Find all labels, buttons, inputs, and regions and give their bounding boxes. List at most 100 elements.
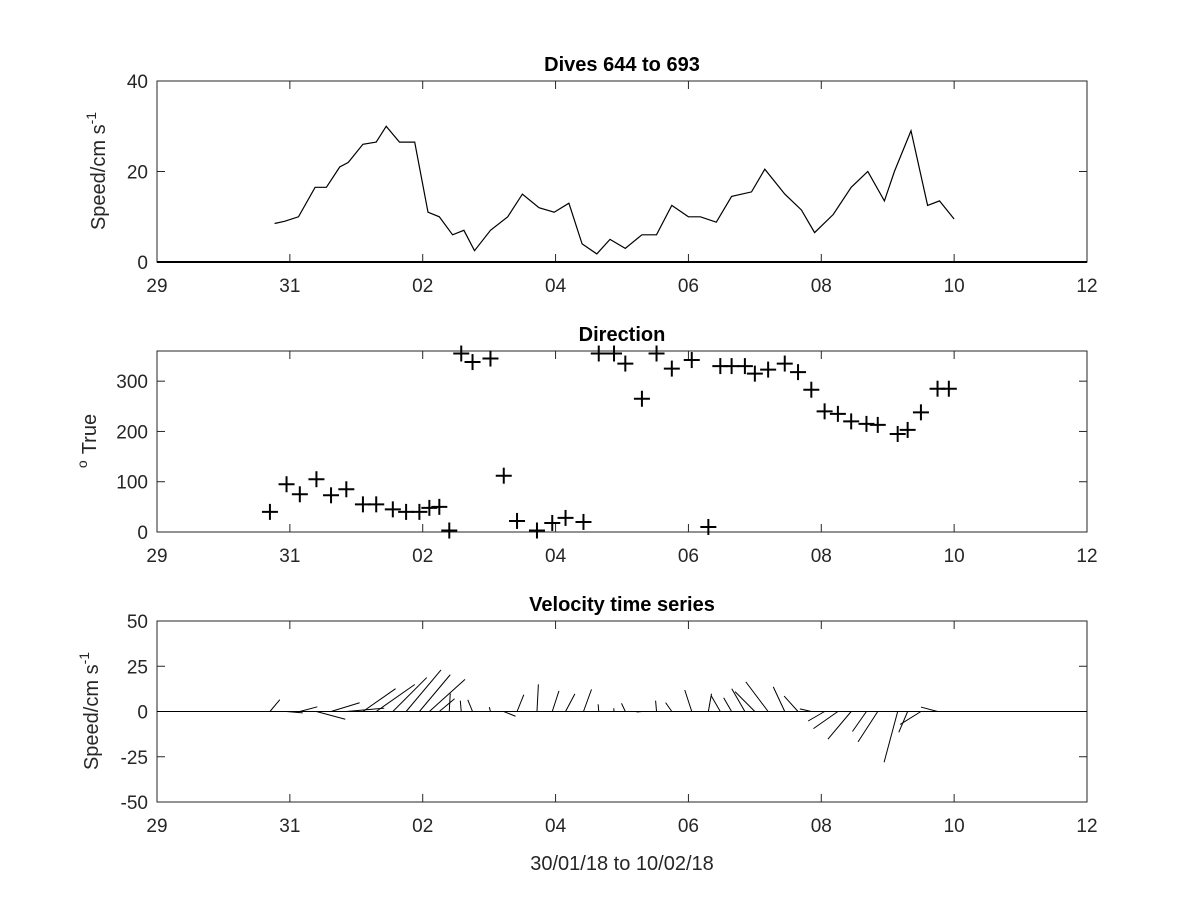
velocity-stick (807, 711, 825, 722)
direction-point (323, 487, 340, 504)
velocity-ylabel: Speed/cm s-1 (76, 652, 103, 770)
direction-point (633, 390, 650, 407)
velocity-stick (799, 708, 812, 712)
velocity-stick (419, 674, 451, 712)
velocity-stick (316, 711, 346, 720)
direction-point (411, 503, 428, 520)
velocity-stick (439, 698, 455, 712)
direction-point (648, 345, 665, 362)
direction-point (421, 499, 438, 516)
velocity-stick (783, 695, 799, 712)
velocity-stick (330, 702, 360, 712)
direction-point (575, 513, 592, 530)
velocity-panel: Velocity time series -50 -25 0 25 50 29 31 02 0… (76, 594, 1098, 875)
velocity-stick (405, 669, 442, 712)
velocity-stick (362, 688, 396, 712)
direction-point (441, 522, 458, 539)
velocity-stick (723, 697, 733, 712)
velocity-title: Velocity time series (529, 594, 715, 616)
x-tick-label: 29 (146, 276, 167, 297)
y-tick-label: 40 (127, 72, 148, 93)
velocity-stick (392, 677, 428, 712)
direction-ylabel-text: True (79, 414, 101, 454)
y-tick-label: 100 (116, 473, 148, 494)
speed-title: Dives 644 to 693 (544, 54, 700, 76)
direction-point (776, 355, 793, 372)
x-tick-label: 04 (545, 276, 567, 297)
x-tick-label: 29 (146, 816, 167, 837)
velocity-stick (583, 689, 592, 712)
x-tick-label: 12 (1076, 276, 1097, 297)
velocity-stick (707, 693, 712, 712)
speed-axes-box (156, 80, 1088, 263)
velocity-stick (731, 688, 746, 712)
x-tick-label: 10 (944, 816, 965, 837)
x-tick-label: 08 (811, 546, 832, 567)
velocity-stick (448, 693, 451, 712)
direction-point (889, 425, 906, 442)
direction-point (803, 381, 820, 398)
y-tick-label: 0 (137, 523, 148, 544)
y-tick-label: 20 (127, 163, 148, 184)
velocity-stick (827, 711, 852, 740)
direction-point (869, 416, 886, 433)
velocity-stick (503, 711, 516, 717)
y-tick-label: -50 (121, 793, 148, 814)
y-tick-label: 200 (116, 422, 148, 443)
direction-point (940, 380, 957, 397)
direction-point (528, 522, 545, 539)
direction-point (495, 467, 512, 484)
velocity-stick (621, 703, 626, 712)
velocity-stick (488, 706, 491, 712)
direction-point (617, 355, 634, 372)
velocity-stick (467, 699, 473, 712)
direction-point (431, 498, 448, 515)
velocity-stick (857, 711, 879, 743)
direction-point (790, 364, 807, 381)
y-tick-label: -25 (121, 748, 148, 769)
direction-point (557, 509, 574, 526)
direction-point (509, 512, 526, 529)
x-tick-label: 02 (412, 546, 433, 567)
velocity-stick (852, 711, 867, 732)
direction-point (843, 413, 860, 430)
direction-point (899, 421, 916, 438)
velocity-stick (459, 700, 462, 712)
y-tick-label: 50 (127, 612, 148, 633)
x-tick-label: 31 (279, 816, 300, 837)
speed-ylabel: Speed/cm s-1 (83, 112, 110, 230)
direction-point (663, 360, 680, 377)
velocity-stick (375, 684, 416, 712)
y-tick-label: 25 (127, 657, 148, 678)
velocity-stick (710, 695, 721, 712)
x-tick-label: 06 (678, 816, 699, 837)
direction-point (736, 358, 753, 375)
direction-point (858, 415, 875, 432)
direction-point (912, 404, 929, 421)
x-tick-label: 12 (1076, 816, 1097, 837)
direction-point (544, 514, 561, 531)
x-tick-label: 02 (412, 276, 433, 297)
x-tick-label: 12 (1076, 546, 1097, 567)
x-tick-label: 06 (678, 276, 699, 297)
direction-point (829, 405, 846, 422)
velocity-ylabel-text: Speed/cm s (81, 664, 103, 770)
x-tick-label: 02 (412, 816, 433, 837)
velocity-stick (597, 704, 600, 712)
speed-ylabel-text: Speed/cm s (88, 124, 110, 230)
velocity-stick (898, 711, 909, 733)
y-tick-label: 0 (137, 253, 148, 274)
velocity-stick (655, 700, 658, 712)
direction-ylabel: o True (74, 414, 101, 468)
direction-point (278, 476, 295, 493)
x-tick-label: 04 (545, 546, 567, 567)
velocity-stick (286, 711, 303, 714)
y-tick-label: 300 (116, 372, 148, 393)
velocity-stick (920, 706, 938, 712)
direction-point (746, 365, 763, 382)
direction-point (368, 496, 385, 513)
velocity-stick (899, 711, 922, 725)
x-tick-label: 29 (146, 546, 167, 567)
